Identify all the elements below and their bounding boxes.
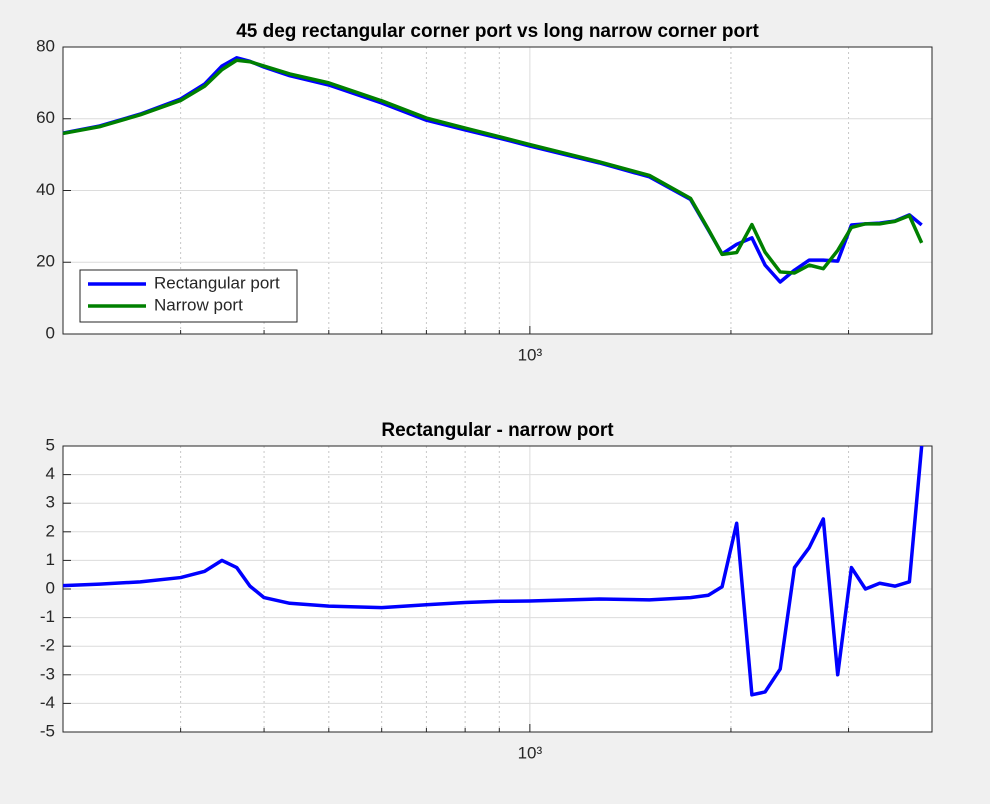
axes-box <box>62 445 933 733</box>
y-tick-label: 3 <box>46 493 55 512</box>
y-tick-label: -4 <box>40 693 55 712</box>
y-tick-label: 0 <box>46 578 55 597</box>
y-tick-label: 1 <box>46 550 55 569</box>
y-tick-label: 80 <box>36 36 55 55</box>
y-tick-label: 40 <box>36 180 55 199</box>
y-tick-label: -5 <box>40 721 55 740</box>
chart-title: 45 deg rectangular corner port vs long n… <box>236 21 759 42</box>
y-tick-label: 2 <box>46 521 55 540</box>
axes-box <box>62 46 933 335</box>
chart-title: Rectangular - narrow port <box>381 420 614 441</box>
subplot: Rectangular - narrow port -5 -4 -3 -2 -1 0 1 2 3 4… <box>40 420 933 762</box>
y-tick-label: 0 <box>46 323 55 342</box>
legend-box <box>79 269 298 323</box>
y-tick-label: 5 <box>46 435 55 454</box>
y-tick-label: -1 <box>40 607 55 626</box>
y-tick-label: 60 <box>36 108 55 127</box>
y-tick-label: -3 <box>40 664 55 683</box>
subplot: 45 deg rectangular corner port vs long n… <box>36 21 933 364</box>
x-tick-label: 10³ <box>518 345 543 364</box>
data-line <box>62 445 924 697</box>
y-tick-label: 4 <box>46 464 55 483</box>
y-tick-label: -2 <box>40 636 55 655</box>
data-line <box>62 58 924 275</box>
x-tick-label: 10³ <box>518 743 543 762</box>
legend-label: Rectangular port <box>154 273 280 292</box>
y-tick-label: 20 <box>36 252 55 271</box>
legend-label: Narrow port <box>154 295 243 314</box>
